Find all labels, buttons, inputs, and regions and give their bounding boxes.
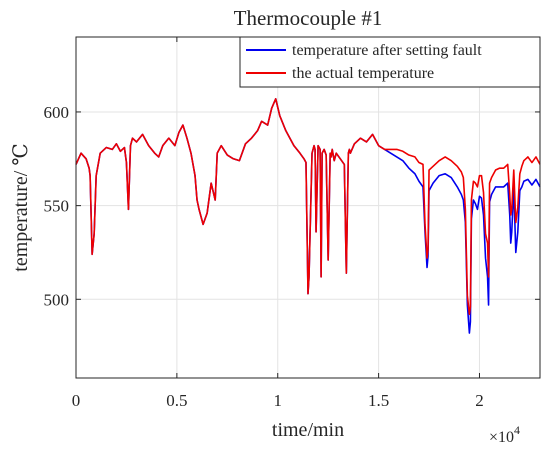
legend: temperature after setting fault the actua…: [239, 36, 541, 88]
x-tick-label: 1: [273, 391, 282, 410]
series-line-2: [75, 98, 541, 316]
y-tick-label: 600: [44, 103, 70, 122]
legend-box: [239, 36, 541, 88]
series-layer: [75, 98, 541, 334]
y-tick-label: 500: [44, 290, 70, 309]
x-axis-label: time/min: [272, 419, 344, 441]
grid: [75, 37, 540, 378]
y-tick-label: 550: [44, 197, 70, 216]
chart-title: Thermocouple #1: [234, 6, 383, 30]
x-tick-label: 0.5: [166, 391, 187, 410]
legend-label-2: the actual temperature: [292, 65, 434, 82]
y-axis-label: temperature/ ℃: [10, 143, 32, 271]
plot-area: 0 0.5 1 1.5 2 500 550 600: [44, 36, 541, 410]
legend-label-1: temperature after setting fault: [292, 42, 482, 59]
x-axis-exponent: ×104: [489, 423, 520, 446]
x-tick-label: 0: [72, 391, 81, 410]
x-axis-exponent-base: ×10: [489, 429, 514, 446]
ticks: 0 0.5 1 1.5 2 500 550 600: [44, 37, 540, 410]
x-axis-exponent-power: 4: [514, 423, 520, 437]
axes-background: [76, 37, 540, 378]
x-tick-label: 1.5: [368, 391, 389, 410]
x-tick-label: 2: [475, 391, 484, 410]
